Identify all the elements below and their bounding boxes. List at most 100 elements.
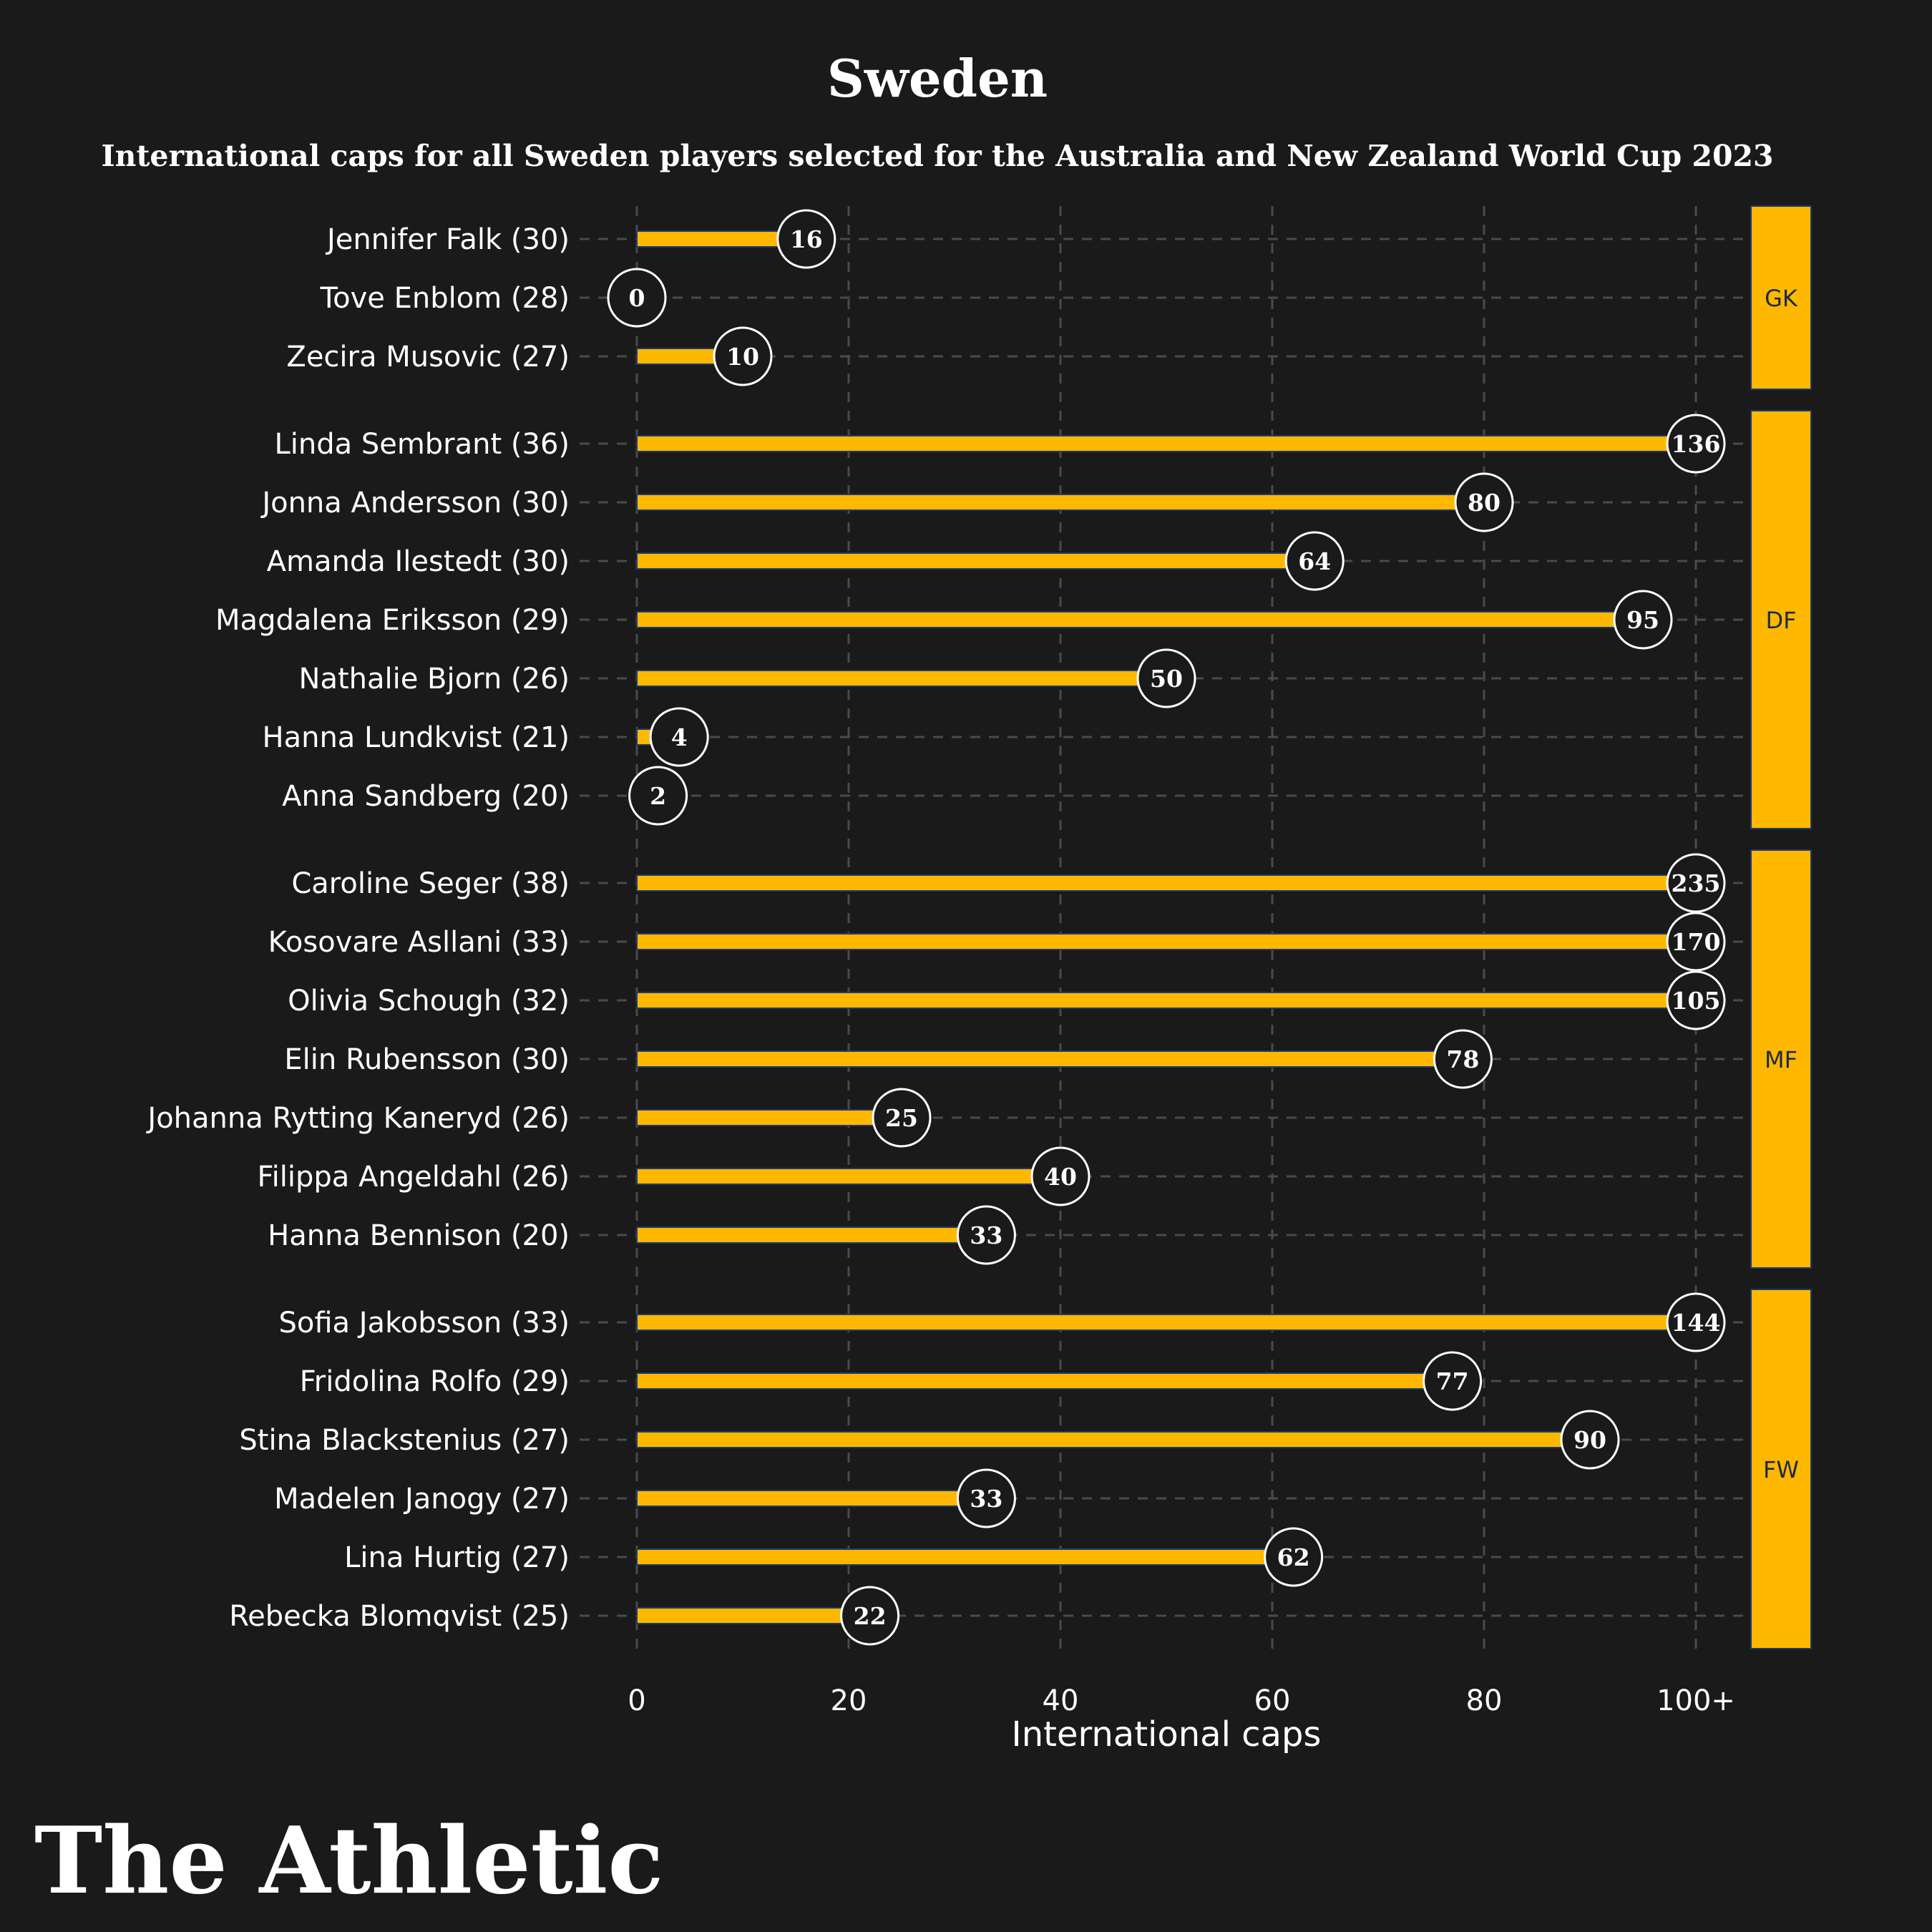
value-label: 25 xyxy=(885,1104,918,1132)
chart-title: Sweden xyxy=(827,48,1048,109)
bar xyxy=(636,435,1697,452)
value-marker xyxy=(1666,1292,1726,1352)
value-marker xyxy=(956,1468,1016,1528)
player-label: Hanna Bennison (20) xyxy=(268,1219,570,1252)
bar xyxy=(636,1490,987,1507)
player-label: Kosovare Asllani (33) xyxy=(268,926,570,959)
value-marker xyxy=(1666,414,1726,474)
value-label: 170 xyxy=(1672,928,1721,956)
value-label: 235 xyxy=(1672,869,1721,897)
x-tick-label: 60 xyxy=(1254,1684,1291,1717)
group-label: MF xyxy=(1765,1046,1797,1073)
player-label: Hanna Lundkvist (21) xyxy=(263,721,570,754)
value-marker xyxy=(840,1586,900,1646)
value-label: 33 xyxy=(970,1485,1002,1513)
value-label: 95 xyxy=(1626,606,1659,634)
player-label: Filippa Angeldahl (26) xyxy=(258,1161,570,1194)
x-tick-label: 0 xyxy=(628,1684,645,1717)
value-label: 136 xyxy=(1672,430,1721,458)
value-label: 80 xyxy=(1468,489,1501,517)
player-label: Zecira Musovic (27) xyxy=(286,341,570,374)
value-marker xyxy=(628,766,688,826)
player-label: Sofia Jakobsson (33) xyxy=(278,1307,570,1340)
value-marker xyxy=(1284,531,1345,591)
player-label: Elin Rubensson (30) xyxy=(284,1043,570,1076)
player-label: Nathalie Bjorn (26) xyxy=(299,663,570,696)
player-label: Fridolina Rolfo (29) xyxy=(300,1365,570,1398)
bar xyxy=(636,552,1316,570)
value-marker xyxy=(872,1088,932,1148)
value-label: 2 xyxy=(650,782,666,810)
value-label: 62 xyxy=(1277,1543,1310,1571)
player-label: Amanda Ilestedt (30) xyxy=(267,545,570,578)
value-label: 10 xyxy=(726,343,759,371)
value-marker xyxy=(1136,648,1196,708)
group-label: GK xyxy=(1765,285,1798,312)
value-label: 16 xyxy=(790,225,823,253)
bar xyxy=(636,1168,1061,1185)
player-label: Anna Sandberg (20) xyxy=(282,780,570,813)
x-tick-label: 20 xyxy=(831,1684,867,1717)
player-label: Tove Enblom (28) xyxy=(320,282,570,315)
group-band xyxy=(1750,849,1812,1269)
bar xyxy=(636,611,1644,628)
value-marker xyxy=(1613,590,1673,650)
value-marker xyxy=(649,707,709,767)
value-marker xyxy=(713,326,773,386)
player-label: Caroline Seger (38) xyxy=(291,867,570,900)
value-label: 50 xyxy=(1150,665,1183,693)
chart-subtitle: International caps for all Sweden player… xyxy=(101,139,1773,173)
x-axis-label: International caps xyxy=(1012,1714,1322,1755)
bar xyxy=(636,1050,1464,1068)
value-label: 4 xyxy=(671,723,688,751)
value-marker xyxy=(1030,1146,1091,1206)
bar xyxy=(636,992,1697,1009)
groups-layer: GK DF MF FW xyxy=(1750,205,1812,1649)
player-label: Lina Hurtig (27) xyxy=(344,1541,570,1574)
x-tick-label: 80 xyxy=(1466,1684,1503,1717)
bar xyxy=(636,1314,1697,1331)
player-label: Jonna Andersson (30) xyxy=(260,487,570,519)
value-label: 105 xyxy=(1672,987,1721,1015)
value-label: 78 xyxy=(1446,1045,1479,1073)
bar xyxy=(636,1431,1591,1448)
player-label: Linda Sembrant (36) xyxy=(274,428,570,461)
value-marker xyxy=(776,209,836,269)
brand-logo: The Athletic xyxy=(34,1807,663,1915)
bar xyxy=(636,1548,1294,1566)
value-label: 90 xyxy=(1574,1426,1606,1454)
bar xyxy=(636,1226,987,1244)
value-label: 144 xyxy=(1672,1309,1721,1337)
value-marker xyxy=(1264,1527,1324,1587)
bar xyxy=(636,1109,902,1126)
player-label: Johanna Rytting Kaneryd (26) xyxy=(145,1102,570,1135)
group-band xyxy=(1750,1289,1812,1649)
bars-layer: Jennifer Falk (30) 16 Tove Enblom (28) 0 Zec… xyxy=(145,209,1726,1646)
value-label: 22 xyxy=(854,1602,887,1630)
bar xyxy=(636,1372,1453,1390)
x-tick-label: 40 xyxy=(1043,1684,1079,1717)
x-tick-label: 100+ xyxy=(1657,1684,1735,1717)
value-marker xyxy=(1560,1410,1620,1470)
bar xyxy=(636,1607,871,1624)
value-marker xyxy=(1666,853,1726,913)
value-label: 40 xyxy=(1044,1163,1077,1191)
x-axis: 0 20 40 60 80 100+ xyxy=(628,1684,1735,1717)
value-marker xyxy=(607,268,667,328)
value-marker xyxy=(1423,1351,1483,1411)
group-band xyxy=(1750,410,1812,829)
player-label: Rebecka Blomqvist (25) xyxy=(229,1600,570,1633)
value-marker xyxy=(1666,912,1726,972)
player-label: Magdalena Eriksson (29) xyxy=(215,604,570,637)
bar xyxy=(636,670,1167,687)
bar xyxy=(636,933,1697,950)
value-label: 33 xyxy=(970,1221,1002,1249)
value-marker xyxy=(1666,970,1726,1030)
value-label: 0 xyxy=(629,284,645,312)
player-label: Madelen Janogy (27) xyxy=(274,1483,570,1516)
player-label: Stina Blackstenius (27) xyxy=(239,1424,570,1457)
group-label: FW xyxy=(1763,1456,1799,1483)
value-marker xyxy=(1433,1029,1493,1089)
value-label: 77 xyxy=(1436,1367,1469,1395)
